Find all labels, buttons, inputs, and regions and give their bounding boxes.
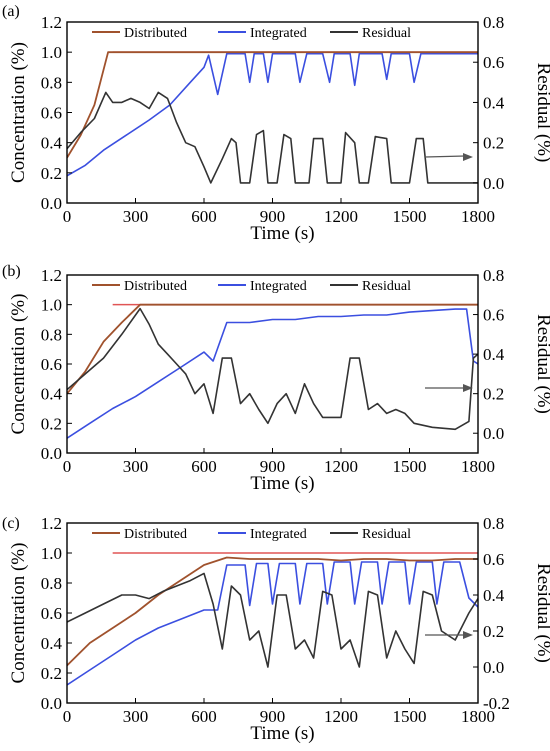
x-tick-label: 0 [63, 707, 72, 726]
y-axis-title: Concentration (%) [8, 42, 29, 183]
y-tick-label: 0.2 [41, 414, 62, 433]
y2-axis-title: Residual (%) [533, 63, 550, 163]
y2-tick-label: 0.6 [483, 306, 504, 325]
y2-tick-label: -0.2 [483, 694, 510, 713]
x-axis-title: Time (s) [250, 723, 314, 744]
plot-frame [66, 21, 479, 204]
plot-frame [66, 522, 479, 704]
y-tick-label: 0.2 [41, 664, 62, 683]
x-tick-label: 600 [191, 457, 217, 476]
x-tick-label: 0 [63, 207, 72, 226]
x-axis-title: Time (s) [250, 473, 314, 494]
series-line-distributed [67, 556, 478, 667]
y-tick-label: 0.4 [41, 634, 63, 653]
y-tick-label: 1.2 [41, 514, 62, 533]
x-tick-label: 1200 [324, 457, 358, 476]
legend-label-residual: Residual [362, 527, 411, 542]
x-tick-label: 1500 [393, 457, 427, 476]
y-tick-label: 0.0 [41, 444, 62, 463]
y2-tick-label: 0.8 [483, 266, 504, 285]
series-line-integrated [67, 561, 478, 686]
legend-label-integrated: Integrated [250, 26, 307, 41]
panel-3: 0 300 600 900 1200 1500 1800 0.0 0.2 0.4 0.6 0.8 1.0… [2, 514, 550, 744]
panel-label: (a) [2, 3, 20, 20]
x-tick-label: 300 [123, 207, 149, 226]
y2-axis-title: Residual (%) [533, 314, 550, 414]
panel-label: (b) [2, 263, 21, 280]
panel-2: 0 300 600 900 1200 1500 1800 0.0 0.2 0.4 0.6 0.8 1.0… [2, 263, 550, 494]
x-tick-label: 1800 [461, 457, 495, 476]
x-tick-label: 600 [191, 207, 217, 226]
x-tick-label: 1800 [461, 707, 495, 726]
x-tick-label: 600 [191, 707, 217, 726]
y-tick-label: 1.0 [41, 296, 62, 315]
y2-tick-label: 0.0 [483, 174, 504, 193]
y-axis-title: Concentration (%) [8, 294, 29, 435]
x-axis-title: Time (s) [250, 223, 314, 244]
x-tick-label: 0 [63, 457, 72, 476]
y-tick-label: 1.0 [41, 544, 62, 563]
y-tick-label: 0.8 [41, 73, 62, 92]
y2-tick-label: 0.0 [483, 424, 504, 443]
y2-tick-label: 0.8 [483, 514, 504, 533]
y2-tick-label: 0.4 [483, 586, 505, 605]
y-tick-label: 1.0 [41, 43, 62, 62]
y-axis-title: Concentration (%) [8, 543, 29, 684]
y-tick-label: 1.2 [41, 266, 62, 285]
y-tick-label: 1.2 [41, 13, 62, 32]
y-tick-label: 0.4 [41, 385, 63, 404]
y-tick-label: 0.8 [41, 574, 62, 593]
arrow-head [463, 153, 473, 161]
legend-label-residual: Residual [362, 26, 411, 41]
legend-label-distributed: Distributed [124, 527, 187, 542]
x-tick-label: 1200 [324, 207, 358, 226]
y2-tick-label: 0.8 [483, 13, 504, 32]
y-tick-label: 0.6 [41, 604, 62, 623]
x-tick-label: 900 [260, 207, 286, 226]
arrow-head [463, 631, 473, 639]
series-line-integrated [67, 52, 478, 177]
y-tick-label: 0.0 [41, 694, 62, 713]
y2-tick-label: 0.6 [483, 53, 504, 72]
y-tick-label: 0.4 [41, 134, 63, 153]
y2-axis-title: Residual (%) [533, 563, 550, 663]
arrow-line [424, 155, 466, 158]
series-line-residual [67, 572, 478, 668]
y2-tick-label: 0.2 [483, 134, 504, 153]
x-tick-label: 900 [260, 707, 286, 726]
legend-label-residual: Residual [362, 279, 411, 294]
series-line-integrated [67, 308, 478, 439]
x-tick-label: 1800 [461, 207, 495, 226]
x-tick-label: 300 [123, 707, 149, 726]
y2-tick-label: 0.0 [483, 658, 504, 677]
y2-tick-label: 0.2 [483, 622, 504, 641]
x-tick-label: 900 [260, 457, 286, 476]
y2-tick-label: 0.2 [483, 385, 504, 404]
y-tick-label: 0.2 [41, 164, 62, 183]
panel-label: (c) [2, 515, 20, 532]
y2-tick-label: 0.4 [483, 345, 505, 364]
arrow-head [463, 384, 473, 392]
y2-tick-label: 0.6 [483, 550, 504, 569]
y-tick-label: 0.0 [41, 194, 62, 213]
legend-label-distributed: Distributed [124, 279, 187, 294]
y-tick-label: 0.6 [41, 104, 62, 123]
series-line-residual [67, 307, 478, 431]
series-line-distributed [67, 303, 478, 395]
x-tick-label: 1200 [324, 707, 358, 726]
y-tick-label: 0.8 [41, 325, 62, 344]
x-tick-label: 1500 [393, 207, 427, 226]
x-tick-label: 1500 [393, 707, 427, 726]
y-tick-label: 0.6 [41, 355, 62, 374]
legend-label-distributed: Distributed [124, 26, 187, 41]
series-line-distributed [67, 51, 478, 159]
series-line-residual [67, 91, 478, 184]
x-tick-label: 300 [123, 457, 149, 476]
y2-tick-label: 0.4 [483, 93, 505, 112]
legend-label-integrated: Integrated [250, 279, 307, 294]
legend-label-integrated: Integrated [250, 527, 307, 542]
panel-1: 0 300 600 900 1200 1500 1800 0.0 0.2 0.4 0.6 0.8 1.0… [2, 3, 550, 244]
plot-frame [66, 274, 479, 454]
